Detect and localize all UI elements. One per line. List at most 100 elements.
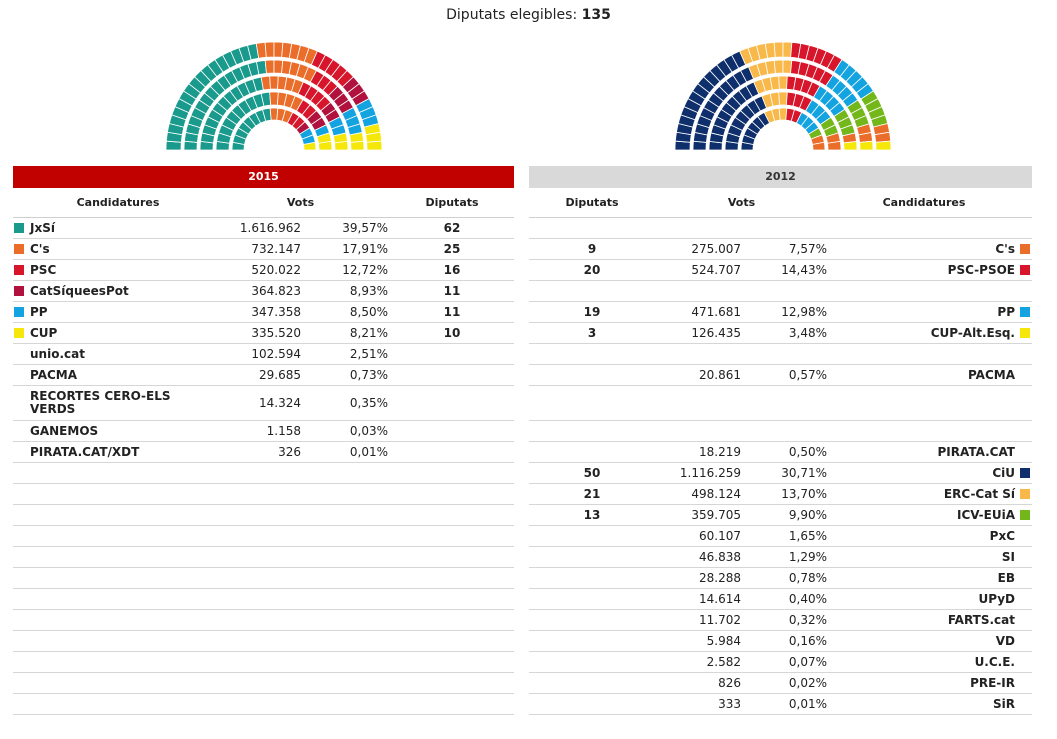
table-row: 60.107 1,65% PxC <box>529 526 1032 547</box>
seats-value <box>413 652 491 672</box>
percent-value: 0,16% <box>788 634 827 648</box>
seat-mark <box>264 59 275 74</box>
votes-value: 520.022 <box>251 263 301 277</box>
seats-value: 25 <box>443 242 461 256</box>
party-name: SiR <box>993 697 1015 711</box>
percent-value: 1,65% <box>788 529 827 543</box>
votes-value: 28.288 <box>699 571 741 585</box>
seat-mark <box>875 140 892 151</box>
seats-value <box>413 505 491 525</box>
seats-value <box>549 589 635 609</box>
seats-value <box>549 631 635 651</box>
table-body: JxSí 1.616.962 39,57% 62 C's 732.147 17,91% 25 P… <box>13 218 514 715</box>
table-row: PP 347.358 8,50% 11 <box>13 302 514 323</box>
table-row: C's 732.147 17,91% 25 <box>13 239 514 260</box>
percent-value: 12,72% <box>342 263 388 277</box>
seat-mark <box>778 91 788 106</box>
table-row <box>13 589 514 610</box>
votes-value: 826 <box>718 676 741 690</box>
seat-mark <box>350 140 365 151</box>
percent-value <box>313 568 388 588</box>
seats-value: 50 <box>583 466 601 480</box>
table-row: CUP 335.520 8,21% 10 <box>13 323 514 344</box>
seat-mark <box>269 75 279 90</box>
party-color-swatch <box>1020 307 1030 317</box>
year-bar-2012: 2012 <box>529 166 1032 188</box>
party-name: VD <box>995 634 1015 648</box>
seat-mark <box>303 141 317 151</box>
seats-value: 3 <box>587 326 597 340</box>
results-table-2015: 2015 Candidatures Vots Diputats JxSí 1.61… <box>13 166 514 715</box>
seats-value <box>413 442 491 462</box>
votes-value: 498.124 <box>691 487 741 501</box>
seats-value <box>549 421 635 441</box>
seat-mark <box>366 140 383 151</box>
percent-value <box>313 610 388 630</box>
party-name: PSC-PSOE <box>947 263 1015 277</box>
year-bar-2015: 2015 <box>13 166 514 188</box>
votes-value: 359.705 <box>691 508 741 522</box>
votes-value: 347.358 <box>251 305 301 319</box>
party-name: PACMA <box>967 368 1015 382</box>
table-row: 11.702 0,32% FARTS.cat <box>529 610 1032 631</box>
party-color-swatch <box>14 328 24 338</box>
party-name: PP <box>997 305 1015 319</box>
percent-value: 9,90% <box>788 508 827 522</box>
party-name: U.C.E. <box>974 655 1015 669</box>
percent-value <box>313 484 388 504</box>
seats-value <box>413 463 491 483</box>
percent-value: 3,48% <box>788 326 827 340</box>
percent-value <box>749 421 827 441</box>
seats-value <box>549 673 635 693</box>
percent-value: 0,01% <box>349 445 388 459</box>
seats-value <box>413 631 491 651</box>
table-row: 14.614 0,40% UPyD <box>529 589 1032 610</box>
party-color-swatch <box>1020 489 1030 499</box>
table-row: 28.288 0,78% EB <box>529 568 1032 589</box>
table-body: 9 275.007 7,57% C's 20 524.707 14,43% PSC-PSOE 1… <box>529 218 1032 715</box>
party-name <box>829 344 1015 364</box>
party-name: PACMA <box>30 367 78 382</box>
party-name: ICV-EUiA <box>956 508 1015 522</box>
votes-value <box>183 526 301 546</box>
votes-value <box>639 421 741 441</box>
table-row: 9 275.007 7,57% C's <box>529 239 1032 260</box>
party-name: GANEMOS <box>30 423 99 438</box>
table-row <box>13 673 514 694</box>
seats-value <box>549 652 635 672</box>
table-row <box>13 484 514 505</box>
votes-value: 126.435 <box>691 326 741 340</box>
seat-mark <box>264 41 275 58</box>
seat-mark <box>773 41 784 58</box>
table-row: PSC 520.022 12,72% 16 <box>13 260 514 281</box>
percent-value <box>749 386 827 420</box>
table-row <box>13 568 514 589</box>
seat-mark <box>778 75 788 90</box>
party-color-swatch <box>1020 468 1030 478</box>
percent-value: 2,51% <box>349 347 388 361</box>
party-name: SI <box>1001 550 1015 564</box>
seat-mark <box>843 140 858 151</box>
party-color-swatch <box>14 265 24 275</box>
votes-value: 1.158 <box>266 424 301 438</box>
party-name: PRE-IR <box>970 676 1015 690</box>
votes-value <box>183 463 301 483</box>
table-row: 5.984 0,16% VD <box>529 631 1032 652</box>
party-color-swatch <box>14 286 24 296</box>
percent-value: 12,98% <box>781 305 827 319</box>
table-row: RECORTES CERO-ELS VERDS 14.324 0,35% <box>13 386 514 421</box>
votes-value <box>639 218 741 238</box>
votes-value <box>639 344 741 364</box>
table-row <box>13 631 514 652</box>
votes-value: 471.681 <box>691 305 741 319</box>
votes-value <box>183 484 301 504</box>
col-candidatures: Candidatures <box>882 196 966 209</box>
table-row: CatSíqueesPot 364.823 8,93% 11 <box>13 281 514 302</box>
table-row: 826 0,02% PRE-IR <box>529 673 1032 694</box>
percent-value: 0,78% <box>788 571 827 585</box>
party-name: CiU <box>992 466 1015 480</box>
party-name: unio.cat <box>30 346 85 361</box>
table-header: Diputats Vots Candidatures <box>529 188 1032 218</box>
votes-value <box>183 673 301 693</box>
seat-mark <box>269 91 279 106</box>
